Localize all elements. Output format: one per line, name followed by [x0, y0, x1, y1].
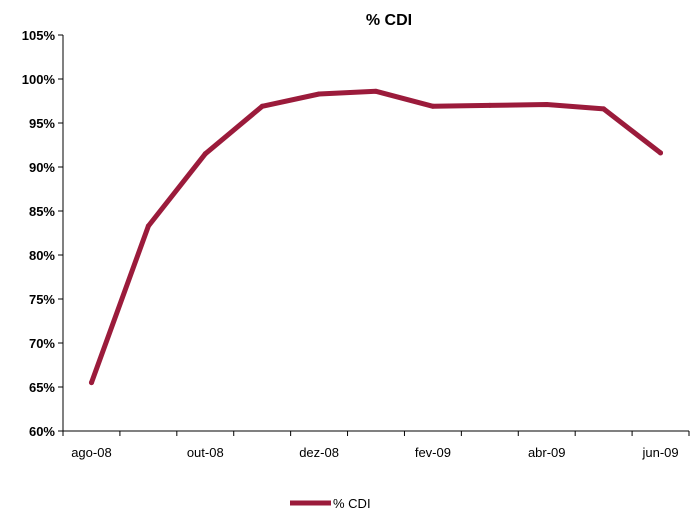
- data-point: [88, 380, 94, 386]
- x-tick-label: abr-09: [528, 445, 566, 460]
- x-tick-label: jun-09: [641, 445, 678, 460]
- x-axis: ago-08 out-08 dez-08 fev-09 abr-09 jun-09: [62, 430, 690, 460]
- data-point: [601, 106, 607, 112]
- y-tick-label: 80%: [29, 248, 55, 263]
- y-tick-label: 95%: [29, 116, 55, 131]
- x-tick-label: ago-08: [71, 445, 111, 460]
- data-point: [487, 102, 493, 108]
- y-tick-label: 70%: [29, 336, 55, 351]
- y-tick-label: 60%: [29, 424, 55, 439]
- data-point: [316, 91, 322, 97]
- x-tick-label: out-08: [187, 445, 224, 460]
- y-tick-label: 75%: [29, 292, 55, 307]
- y-tick-label: 65%: [29, 380, 55, 395]
- data-point: [145, 223, 151, 229]
- data-point: [259, 103, 265, 109]
- y-tick-label: 105%: [22, 28, 56, 43]
- x-tick-label: dez-08: [299, 445, 339, 460]
- data-point: [658, 150, 664, 156]
- data-point: [430, 103, 436, 109]
- data-point: [373, 88, 379, 94]
- legend: % CDI: [290, 496, 371, 511]
- y-tick-label: 100%: [22, 72, 56, 87]
- data-point: [202, 151, 208, 157]
- chart-title: % CDI: [366, 12, 412, 29]
- y-tick-label: 90%: [29, 160, 55, 175]
- y-tick-label: 85%: [29, 204, 55, 219]
- data-point: [544, 102, 550, 108]
- y-axis: 60% 65% 70% 75% 80% 85% 90% 95% 100% 105%: [22, 28, 64, 439]
- series-line-cdi: [89, 88, 663, 386]
- series-layer: [88, 88, 664, 386]
- legend-label-cdi: % CDI: [333, 496, 371, 511]
- x-tick-label: fev-09: [415, 445, 451, 460]
